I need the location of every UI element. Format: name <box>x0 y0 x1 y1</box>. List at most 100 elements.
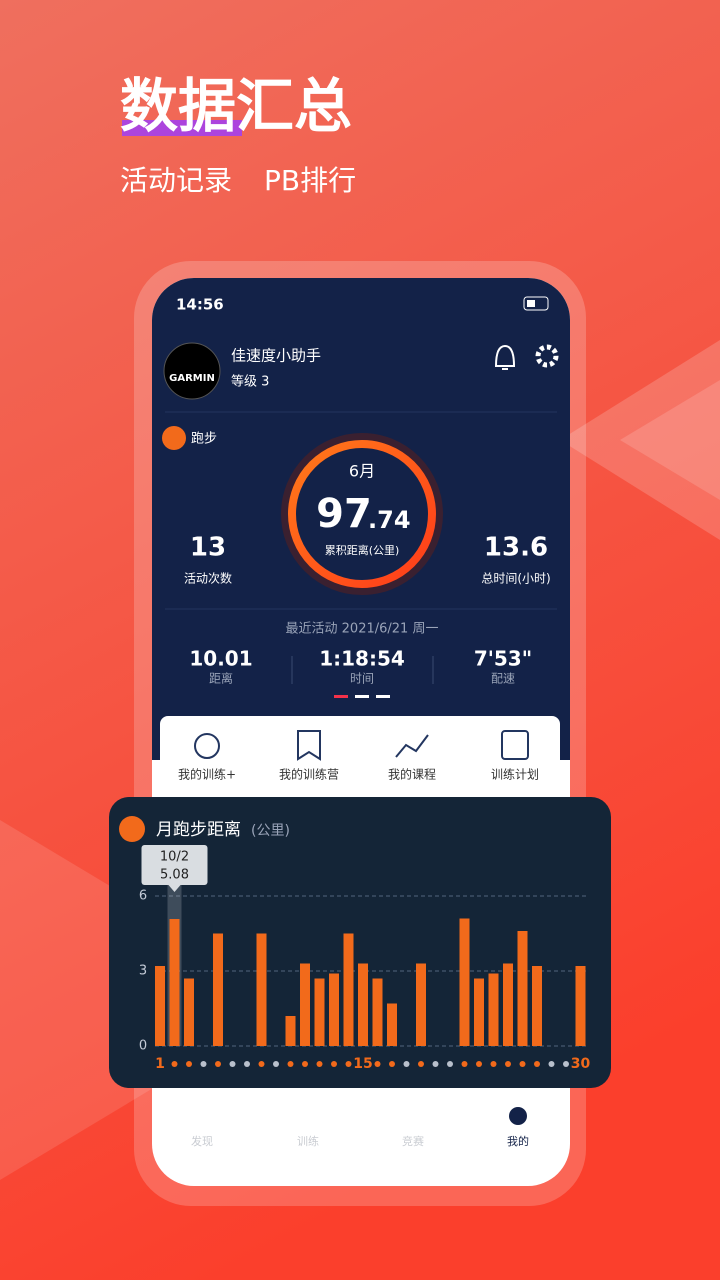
bell-icon[interactable] <box>494 344 516 370</box>
decor <box>560 340 720 540</box>
x-tick-dot <box>418 1061 424 1067</box>
x-tick-dot <box>490 1061 497 1067</box>
bar <box>285 1016 296 1046</box>
bar <box>155 966 165 1046</box>
page-dot <box>334 695 348 698</box>
decor <box>620 380 720 500</box>
x-tick-dot <box>374 1061 381 1067</box>
x-tick-label: 15 <box>353 1056 372 1072</box>
distance-label: 累积距离(公里) <box>325 543 400 557</box>
bar <box>387 1003 397 1046</box>
battery <box>523 296 549 311</box>
recent-label: 配速 <box>491 672 515 686</box>
recent-label: 距离 <box>209 671 233 686</box>
menu-icon[interactable] <box>297 730 321 761</box>
recent-value: 7'53" <box>474 647 532 671</box>
bar <box>300 963 310 1046</box>
tooltip-pointer <box>168 885 181 892</box>
tooltip-value: 5.08 <box>160 868 189 883</box>
y-tick-label: 0 <box>139 1039 147 1054</box>
tab-label[interactable]: 竞赛 <box>402 1134 424 1148</box>
x-tick-dot <box>563 1061 569 1067</box>
bar <box>169 919 180 1046</box>
subtitle: PB排行 <box>264 164 356 197</box>
x-tick-dot <box>505 1061 511 1067</box>
bar <box>575 966 586 1046</box>
x-tick-dot <box>447 1061 453 1067</box>
run-icon <box>162 426 186 450</box>
tooltip-label: 10/2 <box>160 850 189 865</box>
bar <box>343 933 354 1046</box>
tab-icon[interactable] <box>509 1107 527 1125</box>
menu-label[interactable]: 我的训练营 <box>279 767 339 782</box>
menu-label[interactable]: 我的课程 <box>388 767 436 782</box>
x-tick-dot <box>287 1061 294 1067</box>
distance-main: 97 <box>316 491 372 537</box>
x-tick-dot <box>403 1061 410 1067</box>
x-tick-dot <box>302 1061 308 1067</box>
subtitle: 活动记录 <box>120 164 232 197</box>
bar <box>329 973 339 1046</box>
bar <box>488 973 499 1046</box>
x-tick-dot <box>476 1061 482 1067</box>
bar <box>532 966 542 1046</box>
tab-label[interactable]: 训练 <box>297 1134 319 1148</box>
month: 6月 <box>349 462 375 481</box>
x-tick-dot <box>273 1061 279 1067</box>
title-underline <box>122 120 242 136</box>
bar <box>517 931 528 1046</box>
x-tick-dot <box>389 1061 395 1067</box>
bar <box>459 918 470 1046</box>
count: 13 <box>190 533 226 563</box>
menu-card <box>160 716 560 796</box>
bar <box>256 933 267 1046</box>
tooltip <box>141 845 208 885</box>
x-tick-dot <box>534 1061 540 1067</box>
x-tick-dot <box>432 1061 439 1067</box>
chart-card <box>109 797 611 1088</box>
recent-title: 最近活动 2021/6/21 周一 <box>286 622 439 637</box>
avatar <box>163 342 221 400</box>
ring <box>288 440 436 588</box>
distance-fraction: .74 <box>368 506 411 534</box>
page-dot <box>355 695 369 698</box>
bar <box>314 978 325 1046</box>
battery-level <box>527 300 535 307</box>
menu-icon[interactable] <box>395 734 429 758</box>
bar <box>184 978 194 1046</box>
time-label: 总时间(小时) <box>481 572 550 586</box>
x-tick-dot <box>200 1061 207 1067</box>
x-tick-dot <box>258 1061 265 1067</box>
x-tick-dot <box>331 1061 337 1067</box>
user-level: 等级 3 <box>231 374 269 390</box>
menu-icon[interactable] <box>194 733 220 759</box>
settings-icon[interactable] <box>535 344 559 368</box>
avatar-logo: GARMIN <box>169 373 215 384</box>
menu-icon[interactable] <box>501 730 529 760</box>
bar <box>358 963 368 1046</box>
menu-label[interactable]: 训练计划 <box>491 767 539 782</box>
y-tick-label: 6 <box>139 889 147 904</box>
tab-label[interactable]: 发现 <box>191 1134 213 1148</box>
bar <box>503 963 513 1046</box>
x-tick-dot <box>186 1061 192 1067</box>
dark-panel <box>152 278 570 760</box>
y-tick-label: 3 <box>139 964 147 979</box>
x-tick-dot <box>345 1061 352 1067</box>
x-tick-dot <box>461 1061 468 1067</box>
page-title: 数据汇总 <box>120 72 352 140</box>
x-tick-dot <box>229 1061 236 1067</box>
count-label: 活动次数 <box>184 571 232 586</box>
menu-label[interactable]: 我的训练+ <box>178 767 236 782</box>
tab-label[interactable]: 我的 <box>507 1134 529 1148</box>
x-tick-dot <box>215 1061 221 1067</box>
chart-icon <box>119 816 145 842</box>
chart-title: 月跑步距离 <box>156 820 241 840</box>
bar <box>213 933 223 1046</box>
chart-unit: (公里) <box>251 823 290 839</box>
recent-value: 1:18:54 <box>319 647 405 671</box>
x-tick-dot <box>244 1061 250 1067</box>
ring-bg <box>281 433 443 595</box>
recent-label: 时间 <box>350 672 374 686</box>
